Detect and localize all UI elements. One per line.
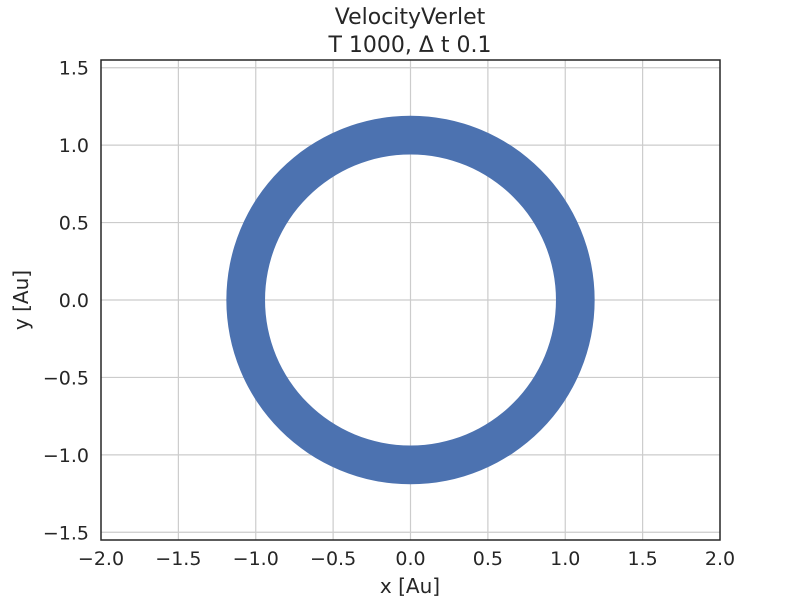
y-tick-label: 0.0 [59, 290, 89, 312]
y-tick-label: 1.0 [59, 135, 89, 157]
x-tick-label: 1.5 [628, 548, 658, 570]
x-tick-label: 1.0 [550, 548, 580, 570]
x-tick-label: −0.5 [310, 548, 356, 570]
plot-frame [100, 59, 721, 541]
y-tick-label: 1.5 [59, 58, 89, 80]
x-tick-label: 0.0 [395, 548, 425, 570]
y-tick-label: −1.0 [43, 445, 89, 467]
y-tick-label: −0.5 [43, 367, 89, 389]
x-tick-label: −1.5 [155, 548, 201, 570]
y-tick-label: −1.5 [43, 522, 89, 544]
x-tick-label: 0.5 [473, 548, 503, 570]
y-axis-label: y [Au] [9, 270, 33, 330]
chart-title-line-1: VelocityVerlet [335, 5, 486, 30]
x-tick-labels: −2.0 −1.5 −1.0 −0.5 0.0 0.5 1.0 1.5 2.0 [78, 548, 735, 570]
x-tick-label: −2.0 [78, 548, 124, 570]
y-tick-label: 0.5 [59, 213, 89, 235]
x-tick-label: −1.0 [233, 548, 279, 570]
x-axis-label: x [Au] [380, 574, 440, 598]
x-tick-label: 2.0 [705, 548, 735, 570]
y-tick-labels: −1.5 −1.0 −0.5 0.0 0.5 1.0 1.5 [43, 58, 89, 545]
chart-title-line-2: T 1000, Δ t 0.1 [327, 33, 491, 58]
